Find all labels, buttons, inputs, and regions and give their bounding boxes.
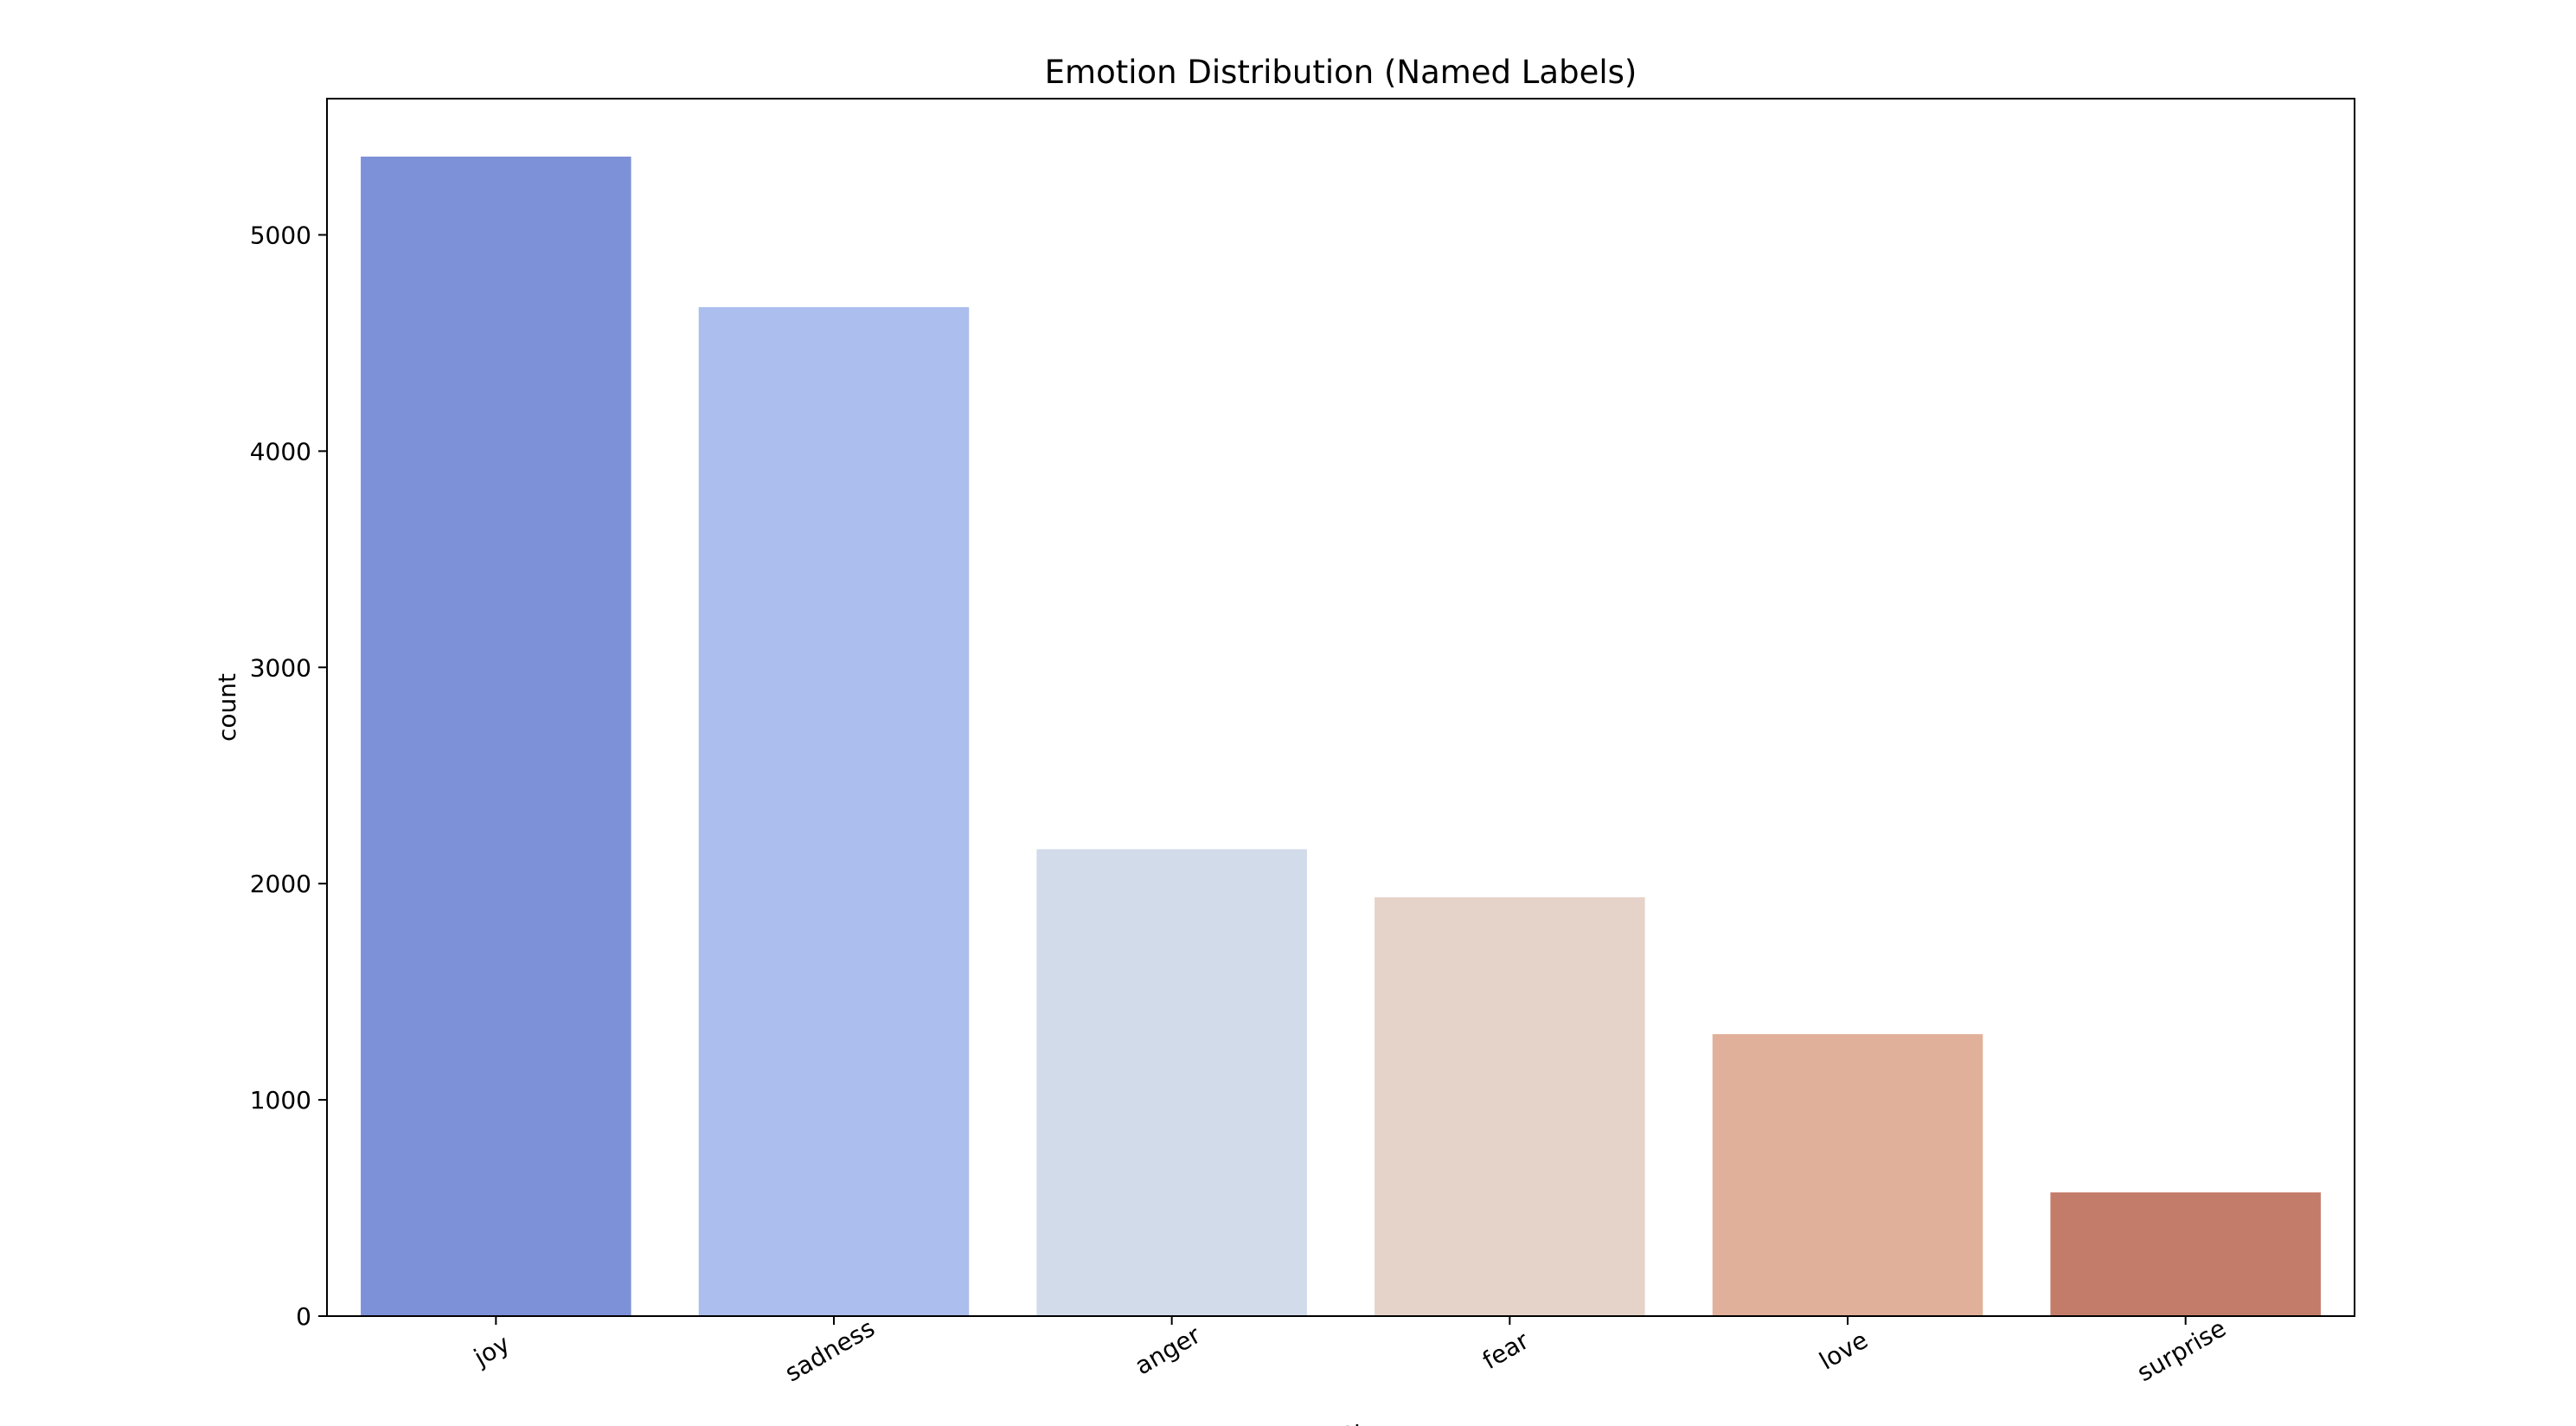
- bar-surprise: [2050, 1192, 2321, 1316]
- x-tick-label: anger: [1130, 1320, 1205, 1381]
- y-axis: 0 1000 2000 3000 4000 5000: [250, 221, 327, 1331]
- bar-anger: [1036, 849, 1307, 1316]
- bars: [361, 156, 2321, 1316]
- x-tick-label: surprise: [2132, 1314, 2231, 1387]
- x-tick-label: love: [1815, 1326, 1873, 1376]
- plot-frame: [326, 98, 2355, 1317]
- y-tick-label: 0: [296, 1302, 311, 1331]
- bar-fear: [1375, 896, 1645, 1316]
- x-tick-label: joy: [469, 1329, 515, 1372]
- x-axis-label: emotion: [1291, 1420, 1390, 1426]
- bar-joy: [361, 156, 631, 1316]
- y-axis-label: count: [213, 673, 241, 742]
- y-tick-label: 5000: [250, 221, 311, 249]
- x-axis: joy sadness anger fear love surprise: [469, 1314, 2231, 1387]
- y-tick-label: 2000: [250, 870, 311, 898]
- y-tick-label: 1000: [250, 1086, 311, 1114]
- x-tick-label: sadness: [780, 1314, 880, 1387]
- chart-title: Emotion Distribution (Named Labels): [1045, 54, 1637, 91]
- bar-love: [1712, 1034, 1983, 1316]
- y-tick-label: 4000: [250, 437, 311, 466]
- y-tick-label: 3000: [250, 653, 311, 682]
- x-tick-label: fear: [1477, 1326, 1534, 1375]
- bar-sadness: [698, 306, 970, 1316]
